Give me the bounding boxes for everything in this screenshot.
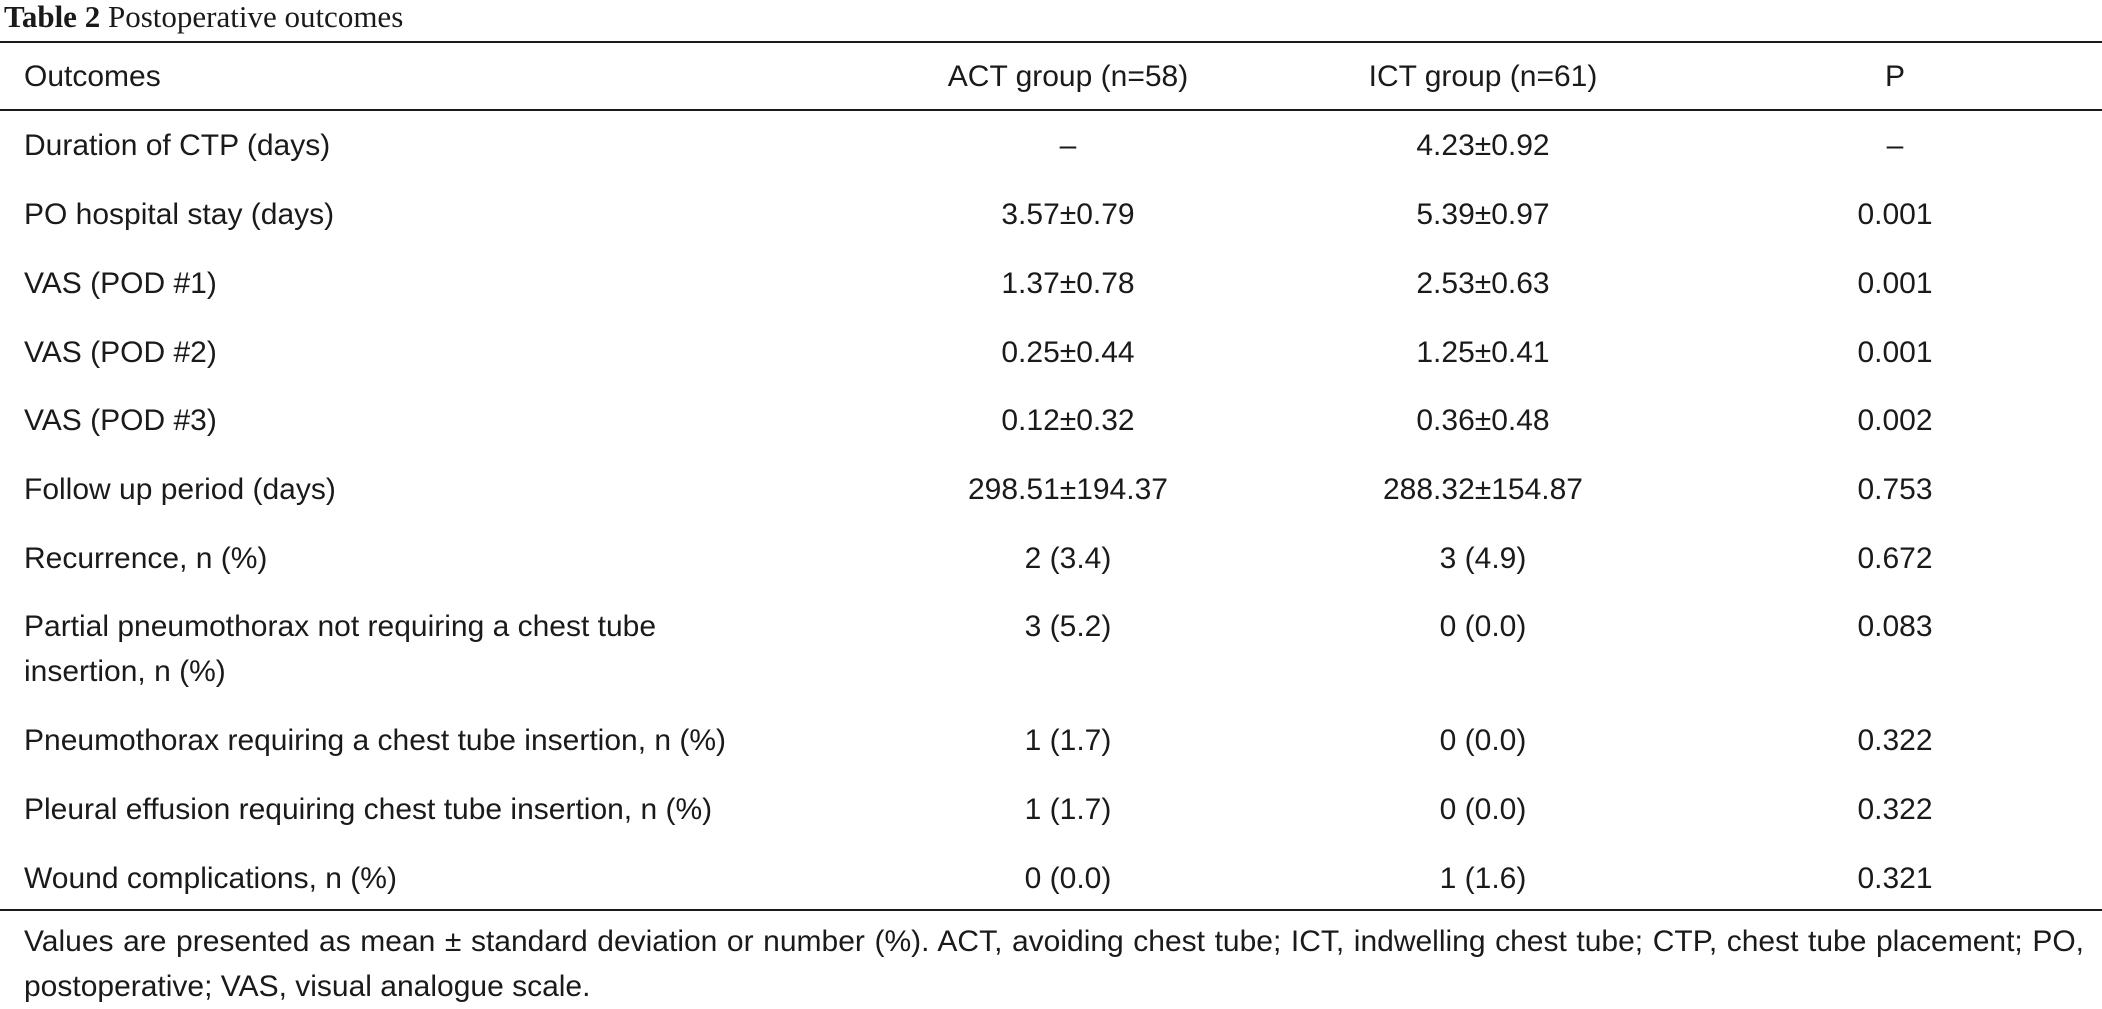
cell-act: 2 (3.4) — [1024, 542, 1112, 575]
cell-ict: 288.32±154.87 — [1383, 473, 1583, 506]
cell-ict: 4.23±0.92 — [1416, 129, 1550, 162]
cell-p: 0.672 — [1857, 542, 1933, 575]
cell-ict: 0 (0.0) — [1439, 610, 1527, 643]
cell-outcome: VAS (POD #2) — [24, 336, 217, 369]
table-caption-title: Postoperative outcomes — [107, 0, 404, 34]
header-act-group: ACT group (n=58) — [947, 60, 1189, 93]
cell-p: 0.322 — [1857, 793, 1933, 826]
cell-p: 0.322 — [1857, 724, 1933, 757]
header-ict-group: ICT group (n=61) — [1368, 60, 1598, 93]
cell-p: 0.321 — [1857, 862, 1933, 895]
cell-outcome: Partial pneumothorax not requiring a che… — [24, 604, 854, 694]
cell-outcome-line: Partial pneumothorax not requiring a che… — [24, 610, 657, 643]
cell-p: 0.002 — [1857, 404, 1933, 437]
table-footnote: Values are presented as mean ± standard … — [24, 925, 2084, 1003]
cell-outcome: VAS (POD #3) — [24, 404, 217, 437]
header-rule — [0, 109, 2102, 111]
cell-p: 0.083 — [1857, 610, 1933, 643]
cell-ict: 1.25±0.41 — [1416, 336, 1550, 369]
cell-ict: 0 (0.0) — [1439, 724, 1527, 757]
table-caption: Table 2 Postoperative outcomes — [4, 0, 403, 34]
top-rule — [0, 41, 2102, 43]
cell-act: 0.25±0.44 — [1001, 336, 1135, 369]
cell-outcome: Wound complications, n (%) — [24, 862, 397, 895]
table-caption-label: Table 2 — [4, 0, 101, 34]
cell-outcome-line: insertion, n (%) — [24, 655, 226, 688]
cell-p: 0.001 — [1857, 336, 1933, 369]
cell-act: 298.51±194.37 — [968, 473, 1168, 506]
cell-ict: 5.39±0.97 — [1416, 198, 1550, 231]
cell-act: 1 (1.7) — [1024, 793, 1112, 826]
cell-outcome: Recurrence, n (%) — [24, 542, 268, 575]
cell-ict: 0.36±0.48 — [1416, 404, 1550, 437]
cell-p: – — [1886, 129, 1904, 162]
cell-act: 1.37±0.78 — [1001, 267, 1135, 300]
header-p-value: P — [1884, 60, 1905, 93]
cell-outcome: Duration of CTP (days) — [24, 129, 331, 162]
cell-act: – — [1059, 129, 1077, 162]
cell-p: 0.753 — [1857, 473, 1933, 506]
cell-act: 3 (5.2) — [1024, 610, 1112, 643]
cell-act: 0.12±0.32 — [1001, 404, 1135, 437]
cell-act: 0 (0.0) — [1024, 862, 1112, 895]
cell-outcome: Pneumothorax requiring a chest tube inse… — [24, 724, 727, 757]
cell-ict: 1 (1.6) — [1439, 862, 1527, 895]
cell-outcome: Pleural effusion requiring chest tube in… — [24, 793, 713, 826]
cell-ict: 2.53±0.63 — [1416, 267, 1550, 300]
cell-ict: 3 (4.9) — [1439, 542, 1527, 575]
cell-p: 0.001 — [1857, 198, 1933, 231]
cell-act: 3.57±0.79 — [1001, 198, 1135, 231]
bottom-rule — [0, 909, 2102, 911]
cell-outcome: VAS (POD #1) — [24, 267, 217, 300]
cell-act: 1 (1.7) — [1024, 724, 1112, 757]
cell-p: 0.001 — [1857, 267, 1933, 300]
cell-ict: 0 (0.0) — [1439, 793, 1527, 826]
cell-outcome: Follow up period (days) — [24, 473, 336, 506]
header-outcomes: Outcomes — [24, 60, 161, 93]
cell-outcome: PO hospital stay (days) — [24, 198, 335, 231]
